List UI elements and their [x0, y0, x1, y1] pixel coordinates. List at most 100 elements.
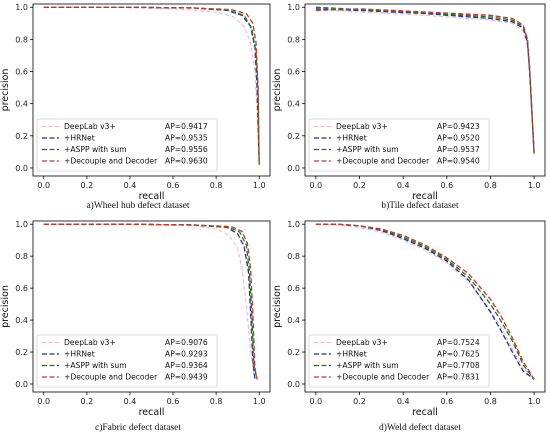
legend-label: DeepLab v3+ [336, 122, 388, 131]
y-tick-label: 0.4 [15, 316, 28, 325]
legend-ap-value: AP=0.9417 [165, 122, 208, 131]
series-line-4 [43, 223, 258, 380]
y-axis-label: precision [0, 69, 11, 112]
legend-box [308, 118, 490, 172]
y-tick-label: 1.0 [15, 3, 28, 12]
panel-caption: a)Wheel hub defect dataset [86, 200, 189, 211]
legend-ap-value: AP=0.9439 [165, 373, 208, 382]
y-tick-label: 0.2 [287, 132, 300, 141]
x-tick-label: 0.6 [167, 397, 180, 406]
y-tick-label: 0.8 [15, 35, 28, 44]
chart-panel-4: 0.0 0.2 0.4 0.6 0.8 1.0 0.0 0.2 0.4 0.6 0.8 1.0 reca… [272, 220, 546, 433]
x-tick-label: 0.2 [353, 397, 366, 406]
legend-ap-value: AP=0.9537 [437, 145, 480, 154]
y-tick-label: 0.6 [15, 68, 28, 77]
legend-label: +Decouple and Decoder [64, 373, 158, 382]
chart-panel-3: 0.0 0.2 0.4 0.6 0.8 1.0 0.0 0.2 0.4 0.6 0.8 1.0 reca… [0, 220, 271, 433]
series-line-2 [43, 223, 256, 380]
y-tick-label: 0.6 [287, 284, 300, 293]
legend-ap-value: AP=0.7831 [437, 373, 480, 382]
x-tick-label: 1.0 [528, 397, 541, 406]
legend-label: DeepLab v3+ [64, 338, 116, 347]
x-tick-label: 1.0 [528, 181, 541, 190]
series-line-2 [315, 8, 535, 154]
legend-box [308, 334, 490, 388]
series-line-2 [315, 223, 535, 380]
legend-ap-value: AP=0.7625 [437, 350, 480, 359]
y-tick-label: 0.2 [15, 348, 28, 357]
y-tick-label: 0.8 [15, 252, 28, 261]
y-tick-label: 0.4 [287, 316, 300, 325]
y-tick-label: 0.2 [15, 132, 28, 141]
legend-ap-value: AP=0.9423 [437, 122, 480, 131]
x-axis-label: recall [139, 407, 165, 418]
legend-ap-value: AP=0.7524 [437, 338, 480, 347]
legend-box [36, 118, 218, 172]
y-tick-label: 0.2 [287, 348, 300, 357]
x-tick-label: 0.8 [210, 181, 223, 190]
series-line-3 [315, 223, 535, 380]
legend-ap-value: AP=0.9520 [437, 134, 480, 143]
panel-caption: d)Weld defect dataset [379, 422, 461, 433]
legend-ap-value: AP=0.9535 [165, 134, 208, 143]
y-axis-label: precision [272, 69, 283, 112]
chart-panel-2: 0.0 0.2 0.4 0.6 0.8 1.0 0.0 0.2 0.4 0.6 0.8 1.0 reca… [272, 3, 546, 211]
legend-ap-value: AP=0.9076 [165, 338, 208, 347]
x-axis-label: recall [412, 407, 438, 418]
y-tick-label: 0.0 [15, 164, 28, 173]
x-axis-label: recall [139, 191, 165, 202]
panel-caption: b)Tile defect dataset [381, 200, 459, 211]
y-axis-label: precision [0, 285, 11, 328]
legend-label: +Decouple and Decoder [336, 157, 430, 166]
x-tick-label: 0.0 [37, 181, 50, 190]
legend-ap-value: AP=0.9556 [165, 145, 208, 154]
x-tick-label: 0.0 [37, 397, 50, 406]
y-tick-label: 0.8 [287, 252, 300, 261]
x-tick-label: 0.2 [80, 181, 93, 190]
legend-ap-value: AP=0.7708 [437, 361, 480, 370]
x-tick-label: 0.4 [124, 181, 137, 190]
x-tick-label: 0.6 [167, 181, 180, 190]
legend-label: +HRNet [336, 134, 367, 143]
y-tick-label: 1.0 [287, 3, 300, 12]
x-tick-label: 0.8 [484, 181, 497, 190]
legend-ap-value: AP=0.9364 [165, 361, 208, 370]
series-line-4 [315, 8, 535, 154]
y-tick-label: 0.4 [287, 100, 300, 109]
y-tick-label: 0.8 [287, 35, 300, 44]
x-axis-label: recall [412, 191, 438, 202]
legend-label: +HRNet [64, 134, 95, 143]
legend-label: +HRNet [64, 350, 95, 359]
x-tick-label: 0.0 [310, 397, 323, 406]
y-axis-label: precision [272, 285, 283, 328]
x-tick-label: 0.8 [210, 397, 223, 406]
legend-label: +ASPP with sum [336, 361, 399, 370]
legend-ap-value: AP=0.9540 [437, 157, 480, 166]
legend-box [36, 334, 218, 388]
x-tick-label: 0.8 [484, 397, 497, 406]
series-line-3 [43, 223, 258, 380]
x-tick-label: 1.0 [253, 181, 266, 190]
y-tick-label: 0.0 [15, 380, 28, 389]
x-tick-label: 0.2 [353, 181, 366, 190]
legend-label: DeepLab v3+ [336, 338, 388, 347]
x-tick-label: 0.4 [397, 181, 410, 190]
legend-label: +ASPP with sum [64, 145, 127, 154]
y-tick-label: 1.0 [15, 220, 28, 229]
y-tick-label: 1.0 [287, 220, 300, 229]
x-tick-label: 0.4 [124, 397, 137, 406]
x-tick-label: 1.0 [253, 397, 266, 406]
legend-label: +Decouple and Decoder [64, 157, 158, 166]
x-tick-label: 0.4 [397, 397, 410, 406]
legend-ap-value: AP=0.9293 [165, 350, 208, 359]
legend-label: +HRNet [336, 350, 367, 359]
legend-ap-value: AP=0.9630 [165, 157, 208, 166]
x-tick-label: 0.2 [80, 397, 93, 406]
panel-caption: c)Fabric defect dataset [95, 422, 181, 433]
series-line-1 [43, 223, 256, 380]
x-tick-label: 0.0 [310, 181, 323, 190]
series-line-1 [43, 6, 260, 160]
x-tick-label: 0.6 [440, 397, 453, 406]
x-tick-label: 0.6 [440, 181, 453, 190]
